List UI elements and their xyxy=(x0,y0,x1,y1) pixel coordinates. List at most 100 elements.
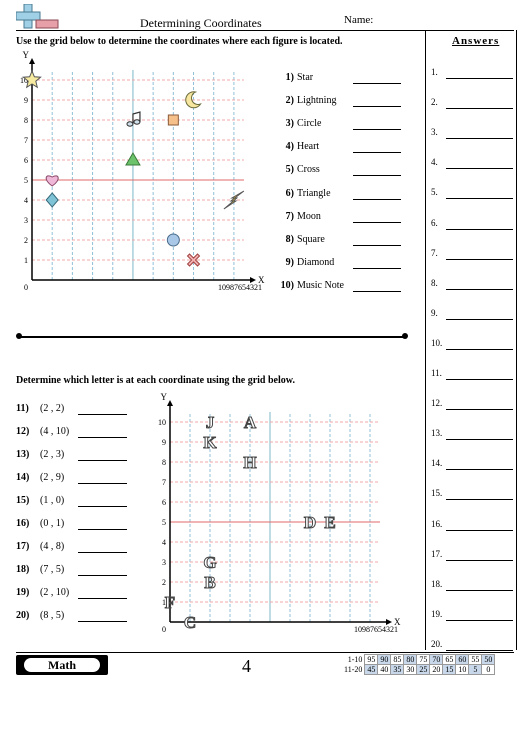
x-arrow-icon xyxy=(386,619,392,625)
header-rule xyxy=(16,30,514,31)
answer-blank[interactable] xyxy=(353,175,401,177)
score-cell: 55 xyxy=(468,654,483,665)
y-tick-label: 2 xyxy=(162,578,166,587)
grid-letter: G xyxy=(203,553,216,572)
question-number: 2) xyxy=(285,95,294,107)
answer-blank[interactable] xyxy=(78,598,127,599)
question-number: 13) xyxy=(16,449,30,460)
answer-number: 11. xyxy=(431,368,442,378)
question-label: Cross xyxy=(297,164,320,176)
answer-line[interactable] xyxy=(446,559,513,561)
answer-line[interactable] xyxy=(446,469,513,471)
y-tick-label: 9 xyxy=(162,438,166,447)
footer-rule xyxy=(16,652,514,653)
question-number: 6) xyxy=(285,187,294,199)
answer-blank[interactable] xyxy=(353,152,401,154)
x-tick-label: 2 xyxy=(254,283,258,292)
answer-blank[interactable] xyxy=(353,83,401,84)
answer-line[interactable] xyxy=(446,529,513,531)
answer-number: 12. xyxy=(431,398,443,409)
answer-blank[interactable] xyxy=(78,552,127,553)
divider-dot-left xyxy=(16,333,22,339)
answer-number: 20. xyxy=(431,638,443,649)
answer-blank[interactable] xyxy=(78,483,127,484)
question-coord: (8 , 5) xyxy=(40,610,65,621)
section1-instruction: Use the grid below to determine the coor… xyxy=(16,36,343,47)
answer-blank[interactable] xyxy=(78,621,127,622)
answer-line[interactable] xyxy=(446,138,513,140)
answer-blank[interactable] xyxy=(353,129,401,131)
plus-logo-icon xyxy=(15,3,59,29)
answer-line[interactable] xyxy=(446,168,513,170)
answer-line[interactable] xyxy=(446,589,513,591)
page-title: Determining Coordinates xyxy=(140,16,262,30)
grid-letter: J xyxy=(206,413,215,432)
question-coord: (2 , 3) xyxy=(40,449,65,460)
answer-blank[interactable] xyxy=(353,198,401,200)
y-tick-label: 7 xyxy=(162,478,166,487)
x-tick-label: 4 xyxy=(246,283,250,292)
answer-blank[interactable] xyxy=(78,575,127,576)
y-tick-label: 10 xyxy=(158,418,166,427)
question-number: 5) xyxy=(285,164,294,176)
y-arrow-icon xyxy=(29,58,35,64)
origin-label: 0 xyxy=(24,283,28,292)
y-tick-label: 3 xyxy=(162,558,166,567)
answer-number: 16. xyxy=(431,518,443,529)
answer-line[interactable] xyxy=(446,108,513,110)
answer-line[interactable] xyxy=(446,409,513,411)
score-cell: 35 xyxy=(390,664,405,675)
question-coord: (7 , 5) xyxy=(40,564,65,575)
grid-letter: H xyxy=(243,453,256,472)
answer-blank[interactable] xyxy=(78,460,127,461)
question-coord: (2 , 10) xyxy=(40,587,70,598)
answer-line[interactable] xyxy=(446,649,513,651)
question-label: Lightning xyxy=(297,95,337,107)
lightning-icon xyxy=(223,190,245,210)
answer-line[interactable] xyxy=(446,78,513,79)
answer-line[interactable] xyxy=(446,499,513,501)
answer-blank[interactable] xyxy=(353,290,401,292)
x-tick-label: 10987654321 xyxy=(218,283,262,292)
score-cell: 50 xyxy=(481,654,496,665)
x-tick-label: 2 xyxy=(390,625,394,634)
answer-line[interactable] xyxy=(446,258,513,260)
heart-icon xyxy=(45,175,59,187)
question-number: 15) xyxy=(16,495,30,506)
grid-letter: E xyxy=(324,513,335,532)
question-number: 19) xyxy=(16,587,30,598)
answer-line[interactable] xyxy=(446,288,513,290)
answer-line[interactable] xyxy=(446,348,513,350)
x-tick-label: 8 xyxy=(230,283,234,292)
answer-line[interactable] xyxy=(446,198,513,200)
answers-column xyxy=(425,30,517,650)
x-axis-label: X xyxy=(258,275,265,285)
answer-blank[interactable] xyxy=(78,529,127,530)
y-tick-label: 4 xyxy=(24,196,28,205)
answer-line[interactable] xyxy=(446,619,513,621)
question-label: Heart xyxy=(297,141,320,153)
answer-number: 3. xyxy=(431,127,438,138)
answer-line[interactable] xyxy=(446,439,513,441)
y-tick-label: 1 xyxy=(162,598,166,607)
answer-blank[interactable] xyxy=(353,106,401,108)
grid-letter: K xyxy=(203,433,217,452)
answer-line[interactable] xyxy=(446,318,513,320)
answer-blank[interactable] xyxy=(78,437,127,438)
answer-blank[interactable] xyxy=(353,267,401,269)
answer-line[interactable] xyxy=(446,379,513,380)
question-number: 1) xyxy=(285,72,294,83)
answer-line[interactable] xyxy=(446,228,513,230)
answer-blank[interactable] xyxy=(353,244,401,246)
section-divider xyxy=(18,336,406,338)
answer-number: 18. xyxy=(431,578,443,589)
answer-blank[interactable] xyxy=(78,414,127,415)
score-cell: 65 xyxy=(442,654,457,665)
grid-letter: F xyxy=(165,593,175,612)
answer-number: 13. xyxy=(431,428,443,439)
answer-blank[interactable] xyxy=(353,221,401,223)
score-row-label: 1-10 xyxy=(347,655,363,664)
score-cell: 5 xyxy=(468,664,483,675)
answer-blank[interactable] xyxy=(78,506,127,507)
